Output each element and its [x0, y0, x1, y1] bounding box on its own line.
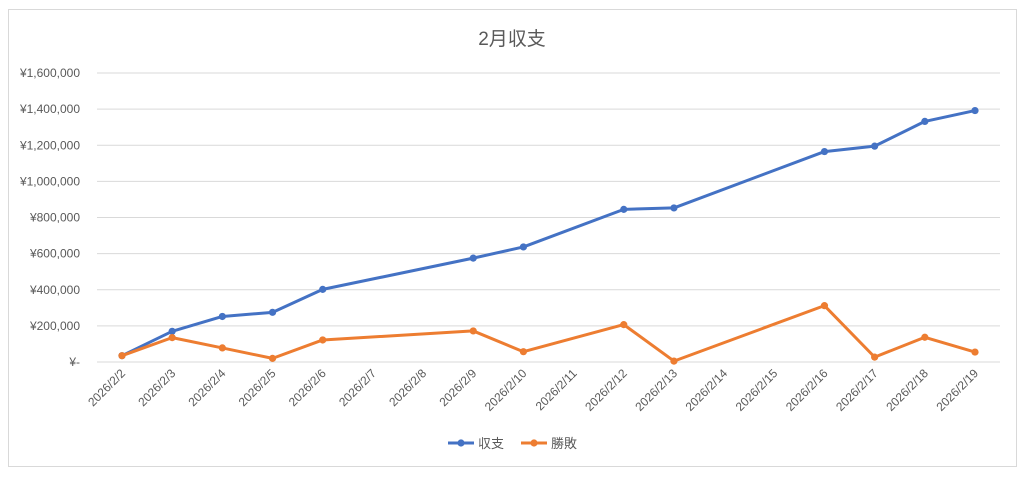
data-point	[118, 352, 126, 360]
legend-label: 勝敗	[551, 436, 577, 451]
chart-title: 2月収支	[478, 28, 546, 50]
x-axis-ticks: 2026/2/2 2026/2/3 2026/2/4 2026/2/5 2026/2/6…	[85, 366, 981, 414]
data-point	[519, 348, 528, 356]
x-tick-label: 2026/2/12	[582, 366, 630, 414]
x-tick-label: 2026/2/14	[683, 366, 731, 414]
x-tick-label: 2026/2/4	[186, 366, 229, 409]
data-point	[620, 205, 628, 213]
series-line	[120, 109, 977, 358]
legend-item: 勝敗	[521, 436, 577, 451]
y-tick-label: ¥1,000,000	[19, 174, 80, 188]
data-point	[218, 344, 226, 352]
data-point	[670, 357, 678, 365]
series-group	[118, 106, 979, 365]
x-tick-label: 2026/2/5	[236, 366, 279, 409]
data-point	[268, 308, 277, 316]
y-axis-ticks: ¥- ¥200,000 ¥400,000 ¥600,000 ¥800,000 ¥1,000…	[19, 66, 80, 369]
data-point	[820, 147, 829, 156]
data-point	[871, 142, 879, 150]
x-tick-label: 2026/2/19	[933, 366, 981, 414]
x-tick-label: 2026/2/15	[733, 366, 781, 414]
x-tick-label: 2026/2/10	[482, 366, 530, 414]
legend-marker	[457, 439, 465, 447]
y-tick-label: ¥800,000	[29, 211, 80, 225]
legend-marker	[530, 439, 538, 447]
data-point	[820, 302, 829, 310]
data-point	[971, 106, 979, 115]
series-2	[118, 302, 979, 365]
x-tick-label: 2026/2/2	[85, 366, 128, 409]
x-tick-label: 2026/2/6	[286, 366, 329, 409]
y-tick-label: ¥1,200,000	[19, 138, 80, 152]
y-tick-label: ¥600,000	[29, 247, 80, 261]
x-tick-label: 2026/2/11	[533, 366, 580, 413]
x-tick-label: 2026/2/18	[883, 366, 931, 414]
x-tick-label: 2026/2/8	[386, 366, 429, 409]
data-point	[218, 312, 226, 321]
x-tick-label: 2026/2/7	[336, 366, 379, 409]
series-1	[118, 106, 979, 360]
y-tick-label: ¥400,000	[29, 283, 80, 297]
x-tick-label: 2026/2/16	[783, 366, 831, 414]
data-point	[268, 354, 277, 362]
y-tick-label: ¥-	[68, 355, 80, 369]
gridlines	[97, 72, 1000, 363]
y-tick-label: ¥1,600,000	[19, 66, 80, 80]
data-point	[971, 348, 979, 356]
data-point	[921, 333, 929, 341]
x-tick-label: 2026/2/3	[135, 366, 178, 409]
x-tick-label: 2026/2/17	[833, 366, 881, 414]
data-point	[319, 285, 327, 293]
data-point	[469, 327, 477, 335]
legend-label: 収支	[478, 436, 504, 451]
data-point	[670, 204, 678, 212]
data-point	[871, 353, 879, 361]
legend-item: 収支	[448, 436, 504, 451]
data-point	[168, 334, 176, 342]
legend: 収支 勝敗	[448, 436, 577, 451]
data-point	[921, 117, 929, 126]
x-tick-label: 2026/2/9	[436, 366, 479, 409]
data-point	[620, 321, 628, 329]
data-point	[319, 336, 327, 344]
y-tick-label: ¥200,000	[29, 319, 80, 333]
chart-frame	[8, 9, 1017, 467]
x-tick-label: 2026/2/13	[632, 366, 680, 414]
data-point	[168, 327, 176, 335]
data-point	[469, 254, 477, 262]
y-tick-label: ¥1,400,000	[19, 102, 80, 116]
data-point	[519, 243, 528, 251]
